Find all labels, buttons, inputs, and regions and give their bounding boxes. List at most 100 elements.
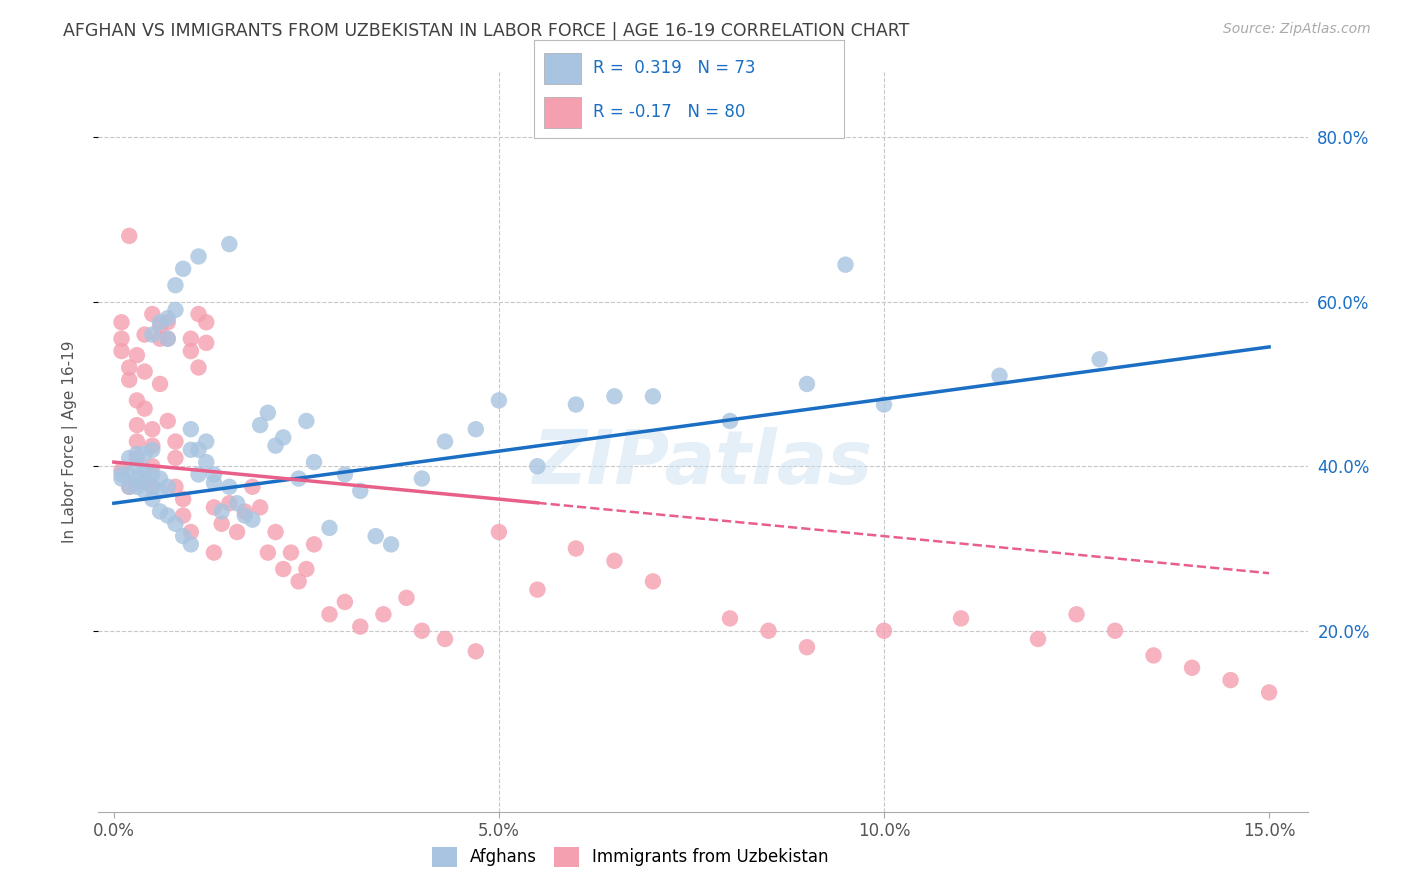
Point [172,492,194,507]
Point [149,332,172,346]
Point [565,398,588,412]
Point [118,228,141,243]
Point [295,414,318,428]
Point [141,442,163,457]
Point [364,529,387,543]
Point [149,483,172,498]
Point [718,611,741,625]
Point [318,607,340,622]
Point [118,467,141,482]
Point [118,360,141,375]
Point [134,483,156,498]
Point [172,529,194,543]
Y-axis label: In Labor Force | Age 16-19: In Labor Force | Age 16-19 [62,340,77,543]
Point [165,278,187,293]
Point [873,398,896,412]
Point [988,368,1011,383]
Point [141,439,163,453]
Point [125,459,148,474]
FancyBboxPatch shape [544,97,581,128]
Point [287,574,309,589]
Legend: Afghans, Immigrants from Uzbekistan: Afghans, Immigrants from Uzbekistan [426,840,835,874]
Point [873,624,896,638]
Point [156,332,179,346]
Point [333,467,356,482]
Point [641,574,664,589]
Point [264,439,287,453]
Point [141,459,163,474]
Text: Source: ZipAtlas.com: Source: ZipAtlas.com [1223,22,1371,37]
Point [195,315,218,329]
Point [165,480,187,494]
Point [110,467,132,482]
Point [149,471,172,485]
Point [125,348,148,362]
Point [318,521,340,535]
Point [280,546,302,560]
Point [149,319,172,334]
Point [180,332,202,346]
Point [187,250,209,264]
Point [187,442,209,457]
Point [257,406,280,420]
Point [1066,607,1088,622]
Point [565,541,588,556]
Point [233,504,256,518]
FancyBboxPatch shape [544,53,581,85]
Point [118,480,141,494]
Point [118,373,141,387]
Point [218,237,240,252]
Point [349,619,371,633]
Point [195,434,218,449]
Point [187,360,209,375]
Point [380,537,402,551]
Point [464,422,486,436]
Point [149,504,172,518]
Point [202,546,225,560]
Point [641,389,664,403]
Point [395,591,418,605]
Point [134,447,156,461]
Point [411,471,433,485]
Point [302,537,325,551]
Point [526,582,548,597]
Point [1142,648,1164,663]
Point [295,562,318,576]
Point [211,516,233,531]
Point [134,471,156,485]
Point [156,480,179,494]
Point [242,513,264,527]
Point [125,450,148,465]
Point [134,327,156,342]
Point [718,414,741,428]
Point [156,311,179,326]
Point [211,504,233,518]
Text: R = -0.17   N = 80: R = -0.17 N = 80 [593,103,745,121]
Point [488,393,510,408]
Point [125,418,148,433]
Text: ZIPatlas: ZIPatlas [533,427,873,500]
Point [202,500,225,515]
Point [149,315,172,329]
Point [141,307,163,321]
Point [834,258,856,272]
Point [118,450,141,465]
Point [233,508,256,523]
Point [165,450,187,465]
Point [603,554,626,568]
Point [149,376,172,391]
Point [141,480,163,494]
Point [373,607,395,622]
Point [110,344,132,359]
Point [141,467,163,482]
Point [411,624,433,638]
Point [156,414,179,428]
Point [172,261,194,276]
Point [433,632,456,646]
Point [796,640,818,655]
Point [165,516,187,531]
Point [1088,352,1111,367]
Point [134,475,156,490]
Point [156,508,179,523]
Point [202,467,225,482]
